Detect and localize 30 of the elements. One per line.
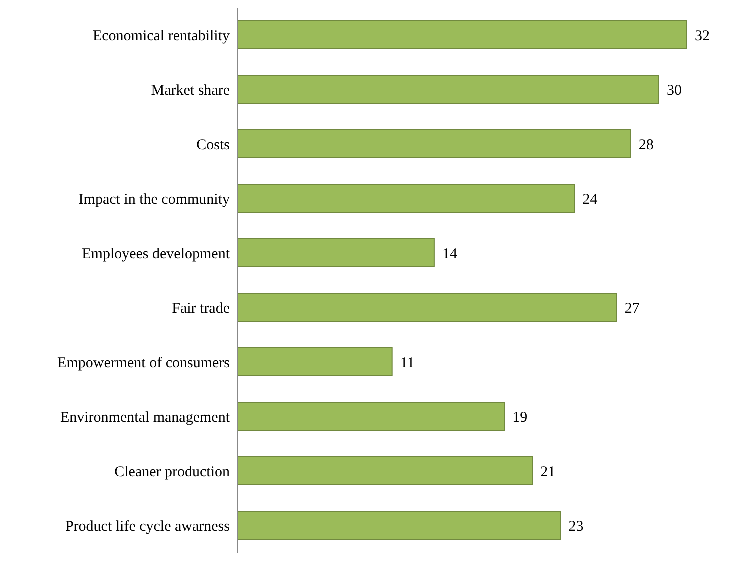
y-tick-label: Environmental management (60, 410, 231, 426)
bar (238, 293, 618, 322)
data-label: 24 (582, 192, 598, 208)
y-tick-label: Costs (196, 138, 230, 154)
y-tick-label: Product life cycle awarness (65, 519, 230, 536)
bar (238, 238, 435, 268)
bar (238, 402, 506, 431)
data-label: 27 (624, 300, 640, 317)
data-label: 23 (568, 518, 584, 535)
data-label: 19 (512, 410, 528, 426)
bar (238, 511, 562, 540)
y-tick-label: Employees development (82, 246, 231, 263)
bar (238, 130, 632, 158)
y-tick-label: Impact in the community (78, 192, 230, 208)
bar (238, 20, 688, 50)
y-tick-label: Empowerment of consumers (58, 356, 230, 372)
y-tick-label: Economical rentability (92, 28, 230, 45)
data-label: 28 (638, 137, 654, 154)
bar (238, 456, 534, 486)
data-label: 32 (695, 28, 710, 44)
bar (238, 348, 393, 376)
data-label: 14 (442, 246, 458, 262)
data-label: 30 (666, 82, 682, 99)
y-tick-label: Cleaner production (114, 464, 230, 481)
data-label: 11 (400, 355, 415, 372)
bar (238, 184, 576, 213)
y-tick-label: Market share (151, 83, 230, 100)
data-label: 21 (540, 464, 556, 480)
bar (238, 75, 660, 104)
y-tick-label: Fair trade (172, 301, 230, 318)
